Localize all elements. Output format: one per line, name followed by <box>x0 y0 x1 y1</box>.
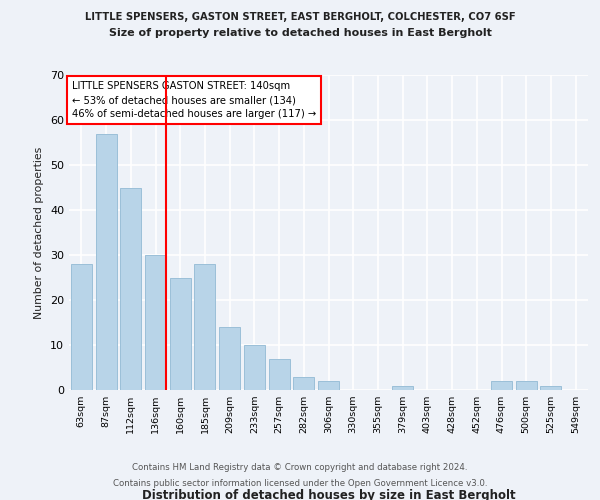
Text: LITTLE SPENSERS, GASTON STREET, EAST BERGHOLT, COLCHESTER, CO7 6SF: LITTLE SPENSERS, GASTON STREET, EAST BER… <box>85 12 515 22</box>
Bar <box>491 381 512 390</box>
Bar <box>269 358 290 390</box>
Bar <box>71 264 92 390</box>
Bar <box>541 386 562 390</box>
Bar <box>194 264 215 390</box>
Bar <box>170 278 191 390</box>
Text: Contains public sector information licensed under the Open Government Licence v3: Contains public sector information licen… <box>113 478 487 488</box>
Bar <box>293 376 314 390</box>
Text: LITTLE SPENSERS GASTON STREET: 140sqm
← 53% of detached houses are smaller (134): LITTLE SPENSERS GASTON STREET: 140sqm ← … <box>71 82 316 120</box>
Y-axis label: Number of detached properties: Number of detached properties <box>34 146 44 318</box>
Bar <box>244 345 265 390</box>
Text: Contains HM Land Registry data © Crown copyright and database right 2024.: Contains HM Land Registry data © Crown c… <box>132 464 468 472</box>
Bar <box>145 255 166 390</box>
Bar <box>95 134 116 390</box>
Bar <box>318 381 339 390</box>
Bar <box>392 386 413 390</box>
X-axis label: Distribution of detached houses by size in East Bergholt: Distribution of detached houses by size … <box>142 489 515 500</box>
Bar <box>120 188 141 390</box>
Bar <box>219 327 240 390</box>
Bar <box>516 381 537 390</box>
Text: Size of property relative to detached houses in East Bergholt: Size of property relative to detached ho… <box>109 28 491 38</box>
